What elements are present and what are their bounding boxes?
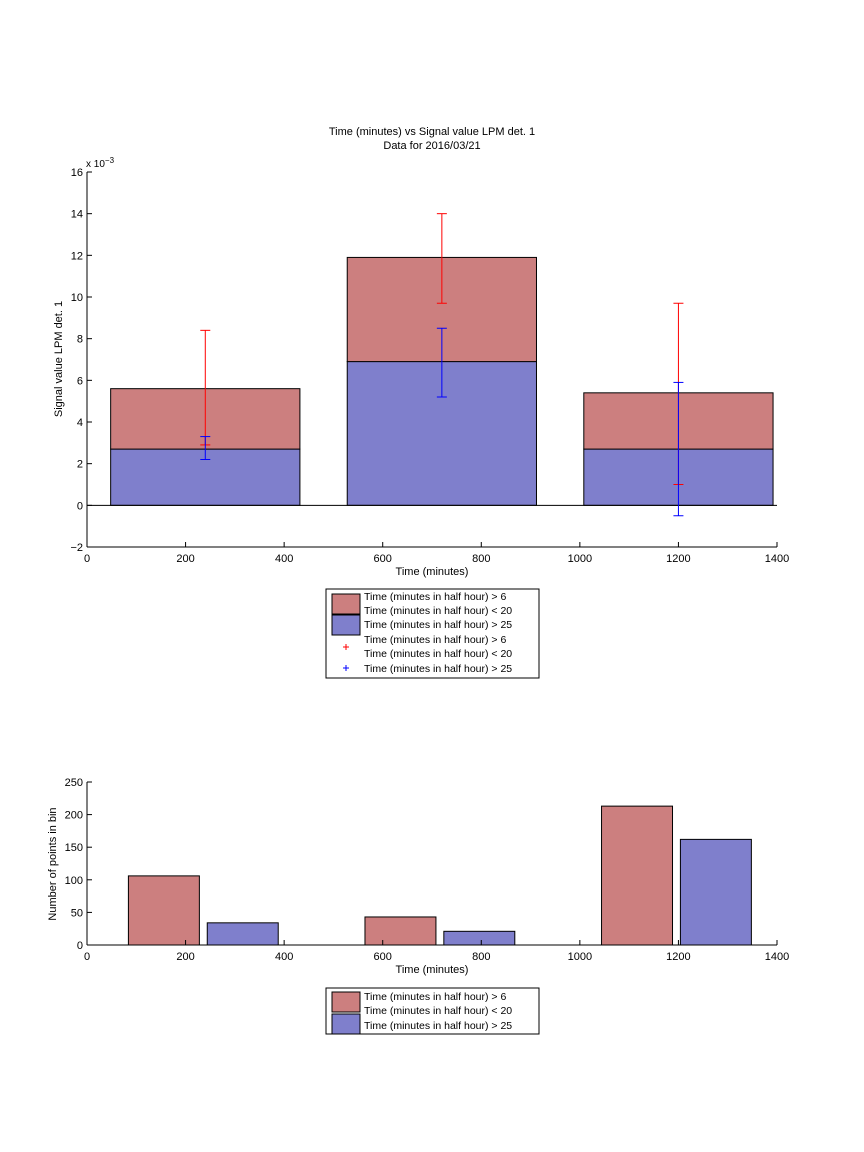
y-tick-label: 150 — [65, 842, 83, 854]
x-tick-label: 1000 — [568, 553, 592, 565]
x-tick-label: 1200 — [666, 951, 690, 963]
x-tick-label: 1200 — [666, 553, 690, 565]
x-tick-label: 200 — [176, 553, 194, 565]
y-tick-label: 8 — [77, 334, 83, 346]
x-tick-label: 800 — [472, 553, 490, 565]
y-tick-label: 10 — [71, 292, 83, 304]
y-tick-label: 50 — [71, 907, 83, 919]
y-exponent-base: x 10 — [86, 159, 105, 170]
x-tick-label: 400 — [275, 553, 293, 565]
legend-label: Time (minutes in half hour) > 6 — [364, 591, 506, 603]
x-tick-label: 1400 — [765, 553, 789, 565]
x-tick-label: 600 — [374, 951, 392, 963]
y-tick-label: 2 — [77, 459, 83, 471]
chart-subtitle: Data for 2016/03/21 — [383, 140, 480, 152]
legend-box — [325, 987, 540, 1035]
count-chart: 0 200 400 600 800 1000 1200 1400 0 50 100 150 200 250… — [47, 777, 790, 1035]
y-tick-label: 12 — [71, 250, 83, 262]
legend-box — [325, 588, 540, 679]
count-bar-series-1 — [364, 916, 437, 946]
legend-swatch — [331, 593, 361, 615]
y-tick-label: 6 — [77, 375, 83, 387]
count-bar-series-1 — [127, 875, 200, 946]
y-axis-label: Number of points in bin — [47, 807, 59, 920]
y-tick-label: 250 — [65, 777, 83, 789]
count-axes: 0 200 400 600 800 1000 1200 1400 0 50 100 150 200 250 — [65, 777, 790, 963]
signal-bars — [87, 256, 777, 506]
y-exponent-label: x 10−3 — [86, 156, 115, 170]
y-tick-label: 100 — [65, 875, 83, 887]
count-bar-series-2 — [679, 838, 752, 946]
x-tick-label: 0 — [84, 553, 90, 565]
y-exponent-power: −3 — [105, 156, 115, 165]
legend-swatch — [331, 614, 361, 636]
count-bar-series-1 — [601, 805, 674, 946]
signal-chart: Time (minutes) vs Signal value LPM det. … — [53, 126, 789, 679]
x-axis-label: Time (minutes) — [396, 566, 469, 578]
legend-label: Time (minutes in half hour) > 6 — [364, 991, 506, 1003]
legend-label: Time (minutes in half hour) > 25 — [364, 663, 512, 675]
x-tick-label: 400 — [275, 951, 293, 963]
y-tick-label: 16 — [71, 167, 83, 179]
x-tick-label: 0 — [84, 951, 90, 963]
x-tick-label: 1400 — [765, 951, 789, 963]
x-tick-label: 800 — [472, 951, 490, 963]
x-axis-label: Time (minutes) — [396, 964, 469, 976]
legend-swatch — [331, 1013, 361, 1035]
legend-swatch — [331, 991, 361, 1013]
y-tick-label: 0 — [77, 500, 83, 512]
y-tick-label: −2 — [70, 542, 83, 554]
legend-label: Time (minutes in half hour) < 20 — [364, 605, 512, 617]
y-tick-label: 14 — [71, 209, 83, 221]
signal-errorbars — [200, 213, 684, 517]
x-tick-label: 200 — [176, 951, 194, 963]
y-tick-label: 200 — [65, 810, 83, 822]
count-bar-series-2 — [206, 922, 279, 946]
x-tick-label: 1000 — [568, 951, 592, 963]
legend-label: Time (minutes in half hour) > 6 — [364, 634, 506, 646]
legend-label: Time (minutes in half hour) < 20 — [364, 648, 512, 660]
legend-label: Time (minutes in half hour) > 25 — [364, 619, 512, 631]
count-legend: Time (minutes in half hour) > 6 Time (min… — [325, 987, 540, 1035]
signal-legend: Time (minutes in half hour) > 6 Time (min… — [325, 588, 540, 679]
chart-title: Time (minutes) vs Signal value LPM det. … — [329, 126, 535, 138]
y-tick-label: 0 — [77, 940, 83, 952]
legend-label: Time (minutes in half hour) < 20 — [364, 1005, 512, 1017]
y-axis-label: Signal value LPM det. 1 — [53, 301, 65, 417]
count-bar-series-2 — [443, 930, 516, 946]
y-tick-label: 4 — [77, 417, 83, 429]
x-tick-label: 600 — [374, 553, 392, 565]
count-bars — [127, 805, 752, 946]
legend-label: Time (minutes in half hour) > 25 — [364, 1020, 512, 1032]
